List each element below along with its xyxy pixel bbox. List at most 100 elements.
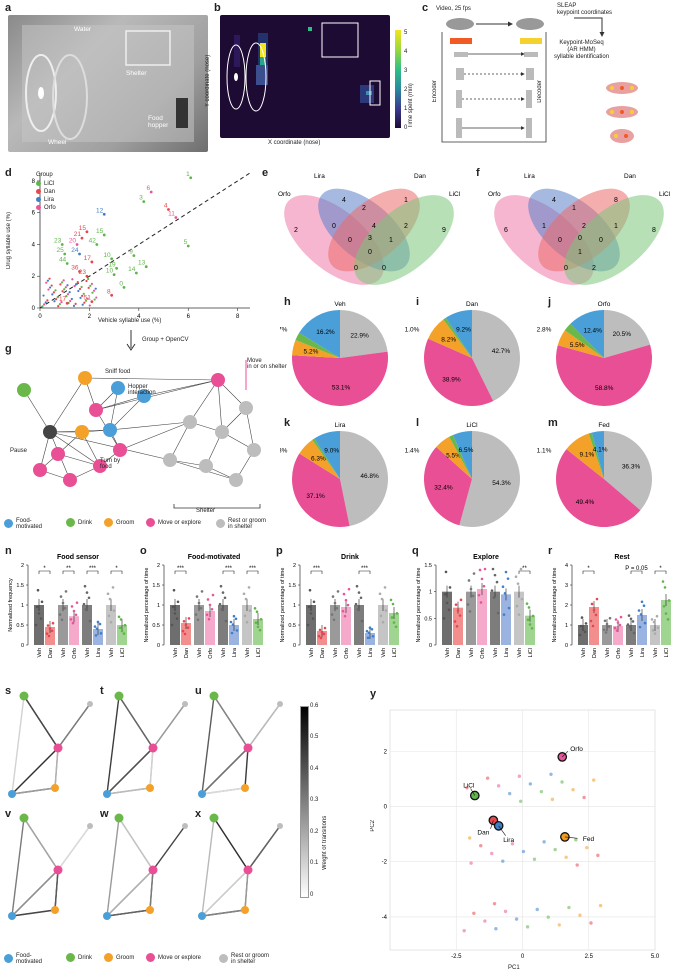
pca-centroid-label: Dan xyxy=(477,829,489,836)
bar-xlabel: Lira xyxy=(368,647,374,657)
bar-ytick-label: 2 xyxy=(565,603,568,609)
pie-slice xyxy=(436,436,472,479)
pca-sample-point xyxy=(496,784,501,788)
venn-f-label-lira: Lira xyxy=(524,173,535,180)
bar-xlabel: Veh xyxy=(653,648,659,657)
bar-dot xyxy=(614,618,618,621)
bar-ytick-label: 0 xyxy=(429,643,432,649)
bar-dot xyxy=(34,623,38,627)
bar-xlabel: Veh xyxy=(221,648,227,657)
bar-ylabel: Normalized frequency xyxy=(8,578,14,632)
scatter-d-small-point xyxy=(94,287,97,290)
graph-edge xyxy=(109,387,119,431)
bar-dot xyxy=(200,590,204,593)
sig-label: *** xyxy=(361,566,369,572)
bar xyxy=(229,625,239,645)
pie-slice xyxy=(340,310,388,358)
sig-label: ** xyxy=(522,566,527,572)
transition-node xyxy=(243,743,253,753)
graph-edge xyxy=(95,395,145,411)
bar-xlabel: LiCl xyxy=(528,648,534,657)
pie-slice xyxy=(292,339,340,358)
scatter-d-point xyxy=(189,176,193,180)
sig-label: * xyxy=(587,566,590,572)
svg-text:9: 9 xyxy=(442,227,446,234)
graph-edge xyxy=(49,431,171,461)
venn-e-label-dan: Dan xyxy=(414,173,426,180)
weight-tick-6: 0 xyxy=(310,892,314,898)
pca-label-leader xyxy=(490,820,494,829)
panel-letter-k: k xyxy=(284,417,291,429)
sig-bracket xyxy=(310,570,323,574)
pie-title: Lira xyxy=(335,422,346,429)
pca-sample-point xyxy=(479,844,483,848)
scatter-d-small-point xyxy=(76,281,79,284)
pca-sample-point xyxy=(483,919,487,923)
scatter-d-point-label: 13 xyxy=(138,260,146,267)
venn-f-label-orfo: Orfo xyxy=(488,191,501,198)
graph-edge xyxy=(95,379,219,411)
scatter-d-ytick-label: 4 xyxy=(32,242,36,248)
transition-edge xyxy=(57,825,91,871)
bar-dot xyxy=(342,592,346,596)
transition-edge xyxy=(201,787,246,795)
bar-dot xyxy=(356,608,360,611)
bar-ytick-label: 4 xyxy=(565,563,568,569)
bar-dot xyxy=(197,601,201,605)
panel-letter-d: d xyxy=(5,167,12,179)
pca-sample-point xyxy=(557,923,561,927)
panel-letter-b: b xyxy=(214,2,221,14)
bar-dot xyxy=(51,621,55,625)
pca-ytick-label: 0 xyxy=(384,805,388,811)
scatter-d-point xyxy=(78,252,81,256)
pie-slice xyxy=(312,438,340,479)
scatter-d-small-point xyxy=(42,294,45,297)
bar-ytick-label: 2 xyxy=(157,563,160,569)
food-hopper-shape xyxy=(176,98,188,128)
legend-item-lira: Lira xyxy=(36,196,56,204)
svg-text:0: 0 xyxy=(578,235,582,242)
bar-ytick-label: 1 xyxy=(293,603,296,609)
scatter-d-point xyxy=(65,262,69,265)
bar-dot xyxy=(637,609,641,612)
heatmap-colorbar xyxy=(395,30,401,128)
scatter-d-point-label: 19 xyxy=(108,261,116,268)
graph-edge xyxy=(245,407,255,451)
bar-dot xyxy=(365,629,369,633)
scatter-d-small-point xyxy=(65,295,68,298)
bar xyxy=(34,605,44,645)
panel-letter-h: h xyxy=(284,296,291,308)
bar-dot xyxy=(445,601,449,605)
bar-dot xyxy=(607,625,611,628)
panel-letter-n: n xyxy=(5,545,12,557)
svg-text:4: 4 xyxy=(342,197,346,204)
bar-xlabel: Veh xyxy=(309,648,315,657)
bar-dot xyxy=(48,627,52,630)
graph-node-move xyxy=(89,403,103,417)
bar-dot xyxy=(495,580,499,584)
bar-dot xyxy=(516,582,520,585)
pca-sample-point xyxy=(521,849,526,854)
transition-node xyxy=(19,691,29,701)
bar xyxy=(218,605,228,645)
bar-dot xyxy=(448,586,452,589)
bar-dot xyxy=(229,620,233,624)
scatter-d-small-point xyxy=(87,286,90,289)
bar-xlabel: LiCl xyxy=(120,648,126,657)
svg-text:2: 2 xyxy=(294,227,298,234)
bar-dot xyxy=(629,617,633,621)
panel-letter-s: s xyxy=(5,685,12,697)
scatter-d-point xyxy=(78,270,81,273)
pie-slice xyxy=(292,453,350,527)
bar-dot xyxy=(245,620,249,624)
bar-ytick-label: 0.5 xyxy=(424,616,432,622)
graph-node-rest xyxy=(229,473,243,487)
pca-sample-point xyxy=(582,795,586,800)
bar-dot xyxy=(36,588,40,592)
pie-label: 5.2% xyxy=(304,348,319,355)
pie-slice xyxy=(443,317,472,358)
bar-dot xyxy=(256,625,260,629)
graph-node-move xyxy=(211,373,225,387)
pca-ylabel: PC2 xyxy=(370,820,376,832)
scatter-d-point-label: 12 xyxy=(96,207,104,214)
